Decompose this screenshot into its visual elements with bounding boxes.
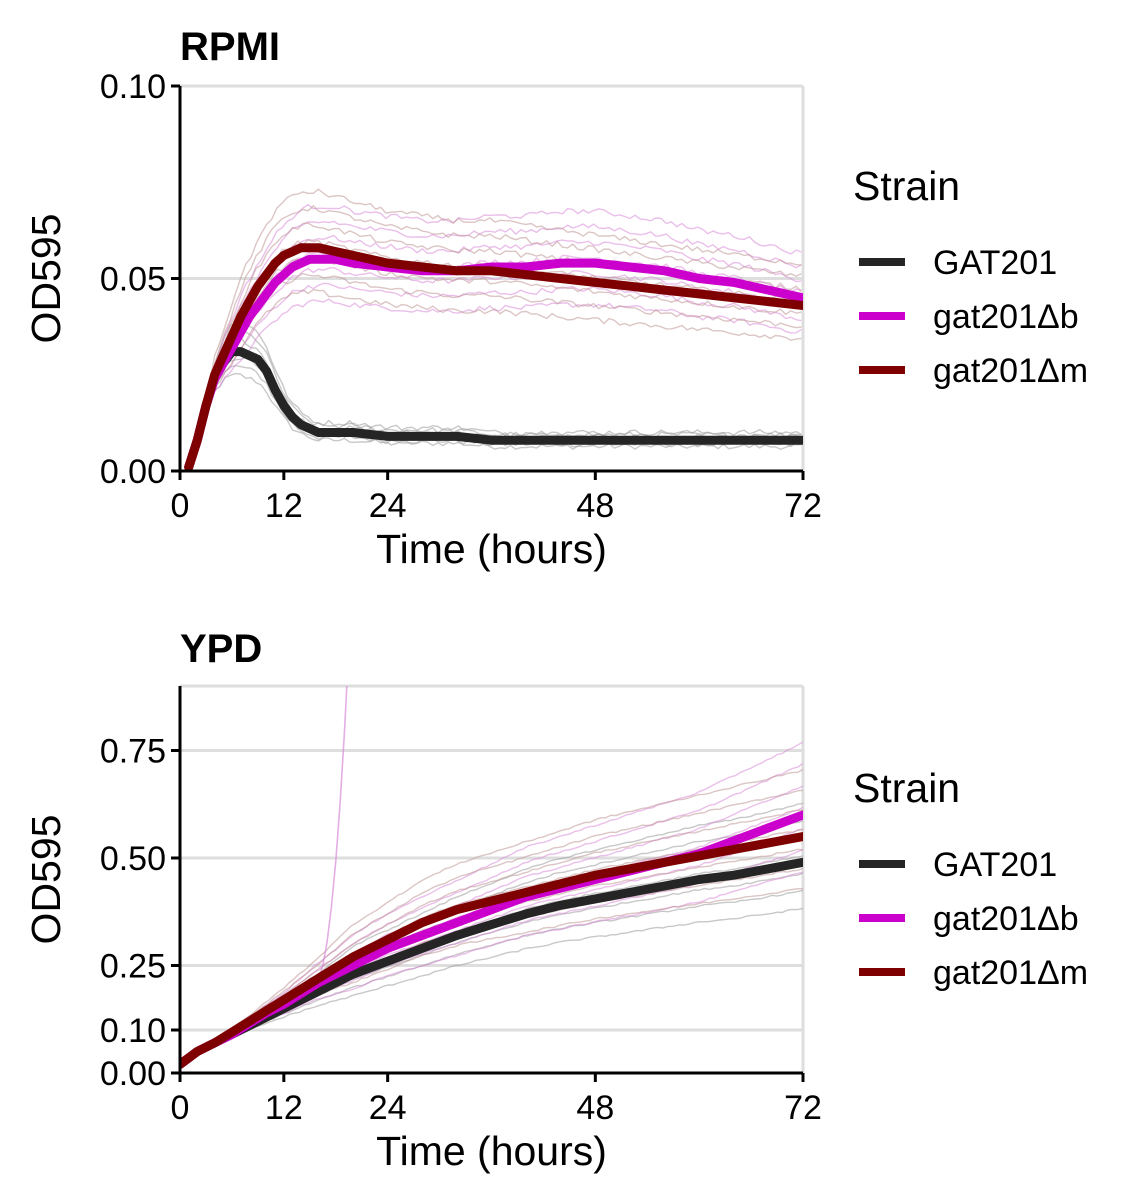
x-tick-label: 72 [784,1089,822,1127]
legend-label: GAT201 [933,846,1057,884]
replicate-line [180,907,803,1066]
replicate-line [180,741,803,1066]
replicate-line [188,372,802,467]
x-axis-title: Time (hours) [376,1128,607,1174]
legend-label: gat201Δm [933,352,1088,390]
series-line-2 [184,243,803,471]
replicate-line [180,888,803,1065]
x-tick-label: 24 [369,487,407,525]
replicate-line [188,266,802,470]
y-axis-title: OD595 [23,214,69,344]
y-tick-label: 0.10 [100,1012,166,1050]
y-tick-label: 0.00 [100,1055,166,1093]
replicate-line [188,288,802,468]
y-tick-label: 0.10 [100,68,166,106]
x-tick-label: 48 [576,487,614,525]
y-tick-label: 0.05 [100,261,166,299]
legend-title: Strain [853,163,960,209]
x-tick-label: 12 [265,1089,303,1127]
y-axis-title: OD595 [23,815,69,945]
x-tick-label: 48 [576,1089,614,1127]
x-tick-label: 72 [784,487,822,525]
replicate-line [188,251,802,467]
y-tick-label: 0.75 [100,733,166,771]
replicate-line [188,188,802,469]
replicate-line [180,855,803,1066]
x-tick-label: 0 [171,1089,190,1127]
x-tick-label: 12 [265,487,303,525]
replicate-line [188,356,802,471]
chart-title: RPMI [180,25,280,69]
replicate-line [180,809,803,1066]
replicate-line [188,322,802,468]
chart-title: YPD [180,627,262,671]
legend-label: GAT201 [933,244,1057,282]
series-line-2 [180,832,803,1069]
series-line-1 [184,254,803,471]
x-tick-label: 24 [369,1089,407,1127]
replicate-line [188,203,802,468]
y-tick-label: 0.25 [100,948,166,986]
replicate-line [188,204,802,471]
replicate-line [180,889,803,1066]
x-tick-label: 0 [171,487,190,525]
x-axis-title: Time (hours) [376,526,607,572]
replicate-line [180,789,803,1065]
y-tick-label: 0.00 [100,453,166,491]
y-tick-label: 0.50 [100,840,166,878]
replicate-line [188,272,802,469]
replicate-line [188,257,802,470]
replicate-line [188,327,802,471]
legend-label: gat201Δb [933,900,1079,938]
legend-label: gat201Δm [933,954,1088,992]
legend-title: Strain [853,765,960,811]
series-line-0 [180,857,803,1069]
replicate-line [180,768,803,1065]
legend-label: gat201Δb [933,298,1079,336]
replicate-line [180,871,803,1065]
